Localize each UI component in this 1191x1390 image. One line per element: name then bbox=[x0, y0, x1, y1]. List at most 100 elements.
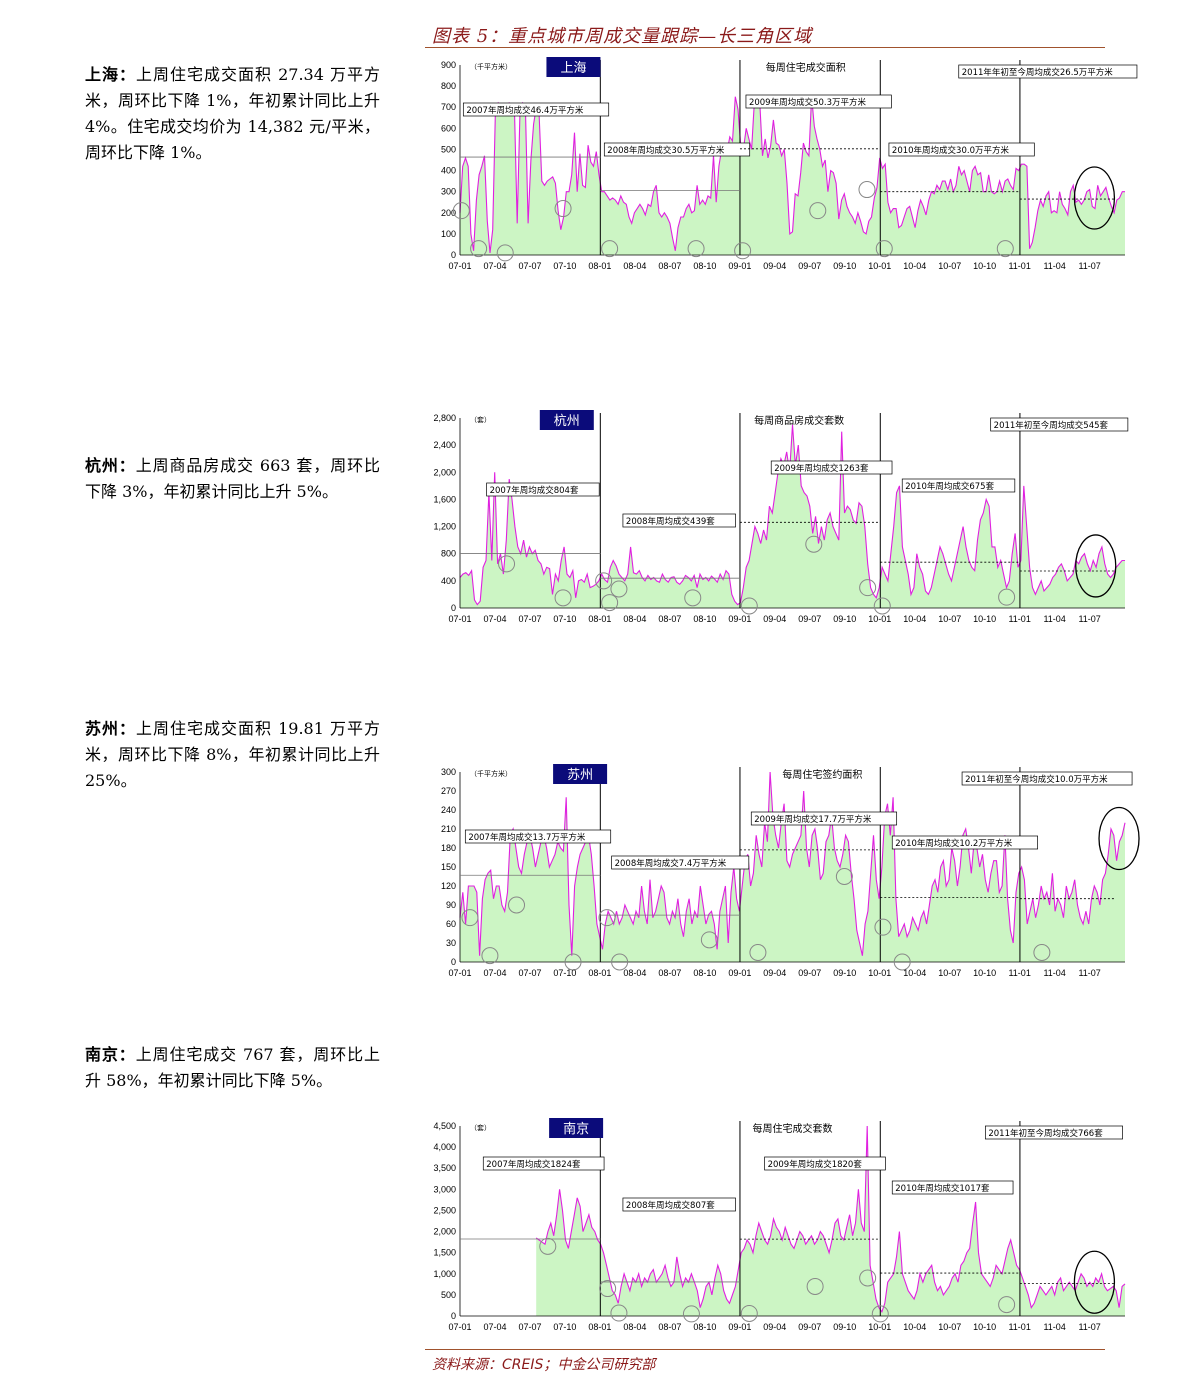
highlight-circle bbox=[470, 240, 488, 258]
y-tick-label: 0 bbox=[451, 250, 456, 260]
x-tick-label: 08-07 bbox=[658, 614, 681, 624]
unit-label: （套） bbox=[470, 1123, 491, 1132]
chart-shanghai: 0 100 200 300 400 500 600 700 800 900 （千平方米） 2007年周… bbox=[425, 55, 1145, 295]
highlight-circle bbox=[684, 589, 702, 607]
chart-title: 每周商品房成交套数 bbox=[754, 414, 844, 427]
chart-title: 每周住宅成交套数 bbox=[753, 1122, 833, 1135]
y-tick-label: 300 bbox=[441, 767, 456, 777]
chart-svg: 0 500 1,000 1,500 2,000 2,500 3,000 3,500 4,000 4… bbox=[433, 1118, 1126, 1332]
x-tick-label: 11-04 bbox=[1043, 968, 1065, 978]
y-tick-label: 1,200 bbox=[433, 522, 456, 532]
y-tick-label: 4,500 bbox=[433, 1121, 456, 1131]
x-tick-label: 08-04 bbox=[623, 261, 646, 271]
label-text: 2007年周均成交1824套 bbox=[486, 1159, 581, 1170]
x-tick-label: 09-01 bbox=[728, 968, 751, 978]
y-tick-label: 1,600 bbox=[433, 494, 456, 504]
x-tick-label: 08-04 bbox=[623, 968, 646, 978]
y-tick-label: 3,000 bbox=[433, 1184, 456, 1194]
x-tick-label: 10-07 bbox=[938, 968, 961, 978]
highlight-circle bbox=[539, 1237, 557, 1255]
x-tick-label: 07-01 bbox=[448, 261, 471, 271]
series-area bbox=[460, 424, 1125, 608]
y-tick-label: 240 bbox=[441, 805, 456, 815]
x-tick-label: 10-10 bbox=[973, 1322, 996, 1332]
highlight-circle bbox=[496, 244, 514, 262]
x-tick-label: 10-04 bbox=[903, 261, 926, 271]
x-tick-label: 09-01 bbox=[728, 261, 751, 271]
highlight-circle bbox=[611, 953, 629, 971]
highlight-circle bbox=[740, 597, 758, 615]
y-tick-label: 1,000 bbox=[433, 1269, 456, 1279]
y-tick-label: 120 bbox=[441, 881, 456, 891]
x-tick-label: 08-01 bbox=[588, 1322, 611, 1332]
label-box bbox=[770, 460, 893, 475]
x-tick-label: 10-04 bbox=[903, 614, 926, 624]
label-text: 2011年初至今周均成交545套 bbox=[994, 420, 1109, 431]
x-tick-label: 07-01 bbox=[448, 968, 471, 978]
x-tick-label: 07-04 bbox=[483, 261, 506, 271]
year-average-label: 2010年周均成交10.2万平方米 bbox=[891, 835, 1038, 850]
label-text: 2010年周均成交10.2万平方米 bbox=[895, 838, 1013, 849]
label-text: 2011年初至今周均成交766套 bbox=[988, 1128, 1103, 1139]
x-tick-label: 07-04 bbox=[483, 968, 506, 978]
x-tick-label: 09-07 bbox=[798, 614, 821, 624]
city-label-box bbox=[546, 57, 601, 77]
y-tick-label: 300 bbox=[441, 187, 456, 197]
x-tick-label: 09-01 bbox=[728, 614, 751, 624]
highlight-circle bbox=[859, 1269, 877, 1287]
y-tick-label: 0 bbox=[451, 603, 456, 613]
x-tick-label: 11-07 bbox=[1078, 968, 1100, 978]
highlight-circle bbox=[874, 918, 892, 936]
label-box bbox=[745, 94, 892, 109]
x-tick-label: 11-07 bbox=[1078, 261, 1100, 271]
x-tick-label: 08-10 bbox=[693, 261, 716, 271]
label-text: 2009年周均成交50.3万平方米 bbox=[749, 97, 867, 108]
label-box bbox=[603, 142, 751, 157]
y-tick-label: 3,500 bbox=[433, 1163, 456, 1173]
x-tick-label: 11-04 bbox=[1043, 261, 1065, 271]
x-tick-label: 08-01 bbox=[588, 614, 611, 624]
city-label-box bbox=[553, 764, 608, 784]
year-average-label: 2007年周均成交46.4万平方米 bbox=[462, 102, 610, 117]
x-tick-label: 09-07 bbox=[798, 1322, 821, 1332]
highlight-circle bbox=[595, 572, 613, 590]
x-tick-label: 09-10 bbox=[833, 1322, 856, 1332]
highlight-circle bbox=[740, 1304, 758, 1322]
highlight-circle bbox=[835, 868, 853, 885]
x-tick-label: 08-10 bbox=[693, 1322, 716, 1332]
year-average-label: 2011年初至今周均成交545套 bbox=[990, 417, 1129, 432]
city-label: 苏州 bbox=[567, 767, 593, 783]
year-average-label: 2010年周均成交1017套 bbox=[891, 1180, 1014, 1195]
footer-rule bbox=[425, 1349, 1105, 1350]
x-tick-label: 07-01 bbox=[448, 1322, 471, 1332]
x-tick-label: 07-10 bbox=[553, 968, 576, 978]
label-text: 2010年周均成交675套 bbox=[905, 481, 994, 492]
label-text: 2011年年初至今周均成交26.5万平方米 bbox=[962, 67, 1114, 78]
label-text: 2010年周均成交1017套 bbox=[895, 1183, 990, 1194]
y-tick-label: 2,400 bbox=[433, 440, 456, 450]
highlight-circle bbox=[601, 594, 619, 612]
series-line bbox=[459, 424, 1125, 606]
highlight-circle bbox=[859, 579, 877, 597]
year-average-label: 2008年周均成交807套 bbox=[622, 1197, 736, 1212]
x-tick-label: 08-01 bbox=[588, 968, 611, 978]
label-box bbox=[622, 513, 736, 528]
x-tick-label: 09-10 bbox=[833, 968, 856, 978]
highlight-circle bbox=[749, 944, 767, 961]
label-box bbox=[750, 811, 898, 826]
y-tick-label: 600 bbox=[441, 123, 456, 133]
x-tick-label: 07-10 bbox=[553, 1322, 576, 1332]
highlight-circle bbox=[481, 947, 499, 965]
x-tick-label: 07-04 bbox=[483, 614, 506, 624]
highlight-circle bbox=[734, 242, 752, 260]
year-average-label: 2009年周均成交17.7万平方米 bbox=[750, 811, 898, 826]
y-tick-label: 210 bbox=[441, 824, 456, 834]
x-tick-label: 09-04 bbox=[763, 968, 786, 978]
chart-svg: 0 100 200 300 400 500 600 700 800 900 （千平方米） 2007年周… bbox=[441, 57, 1138, 271]
highlight-circle bbox=[682, 1305, 700, 1323]
year-average-label: 2007年周均成交1824套 bbox=[482, 1156, 605, 1171]
label-box bbox=[961, 771, 1133, 786]
year-average-label: 2010年周均成交30.0万平方米 bbox=[888, 142, 1035, 157]
x-tick-label: 10-04 bbox=[903, 1322, 926, 1332]
highlight-circle bbox=[998, 1296, 1016, 1314]
